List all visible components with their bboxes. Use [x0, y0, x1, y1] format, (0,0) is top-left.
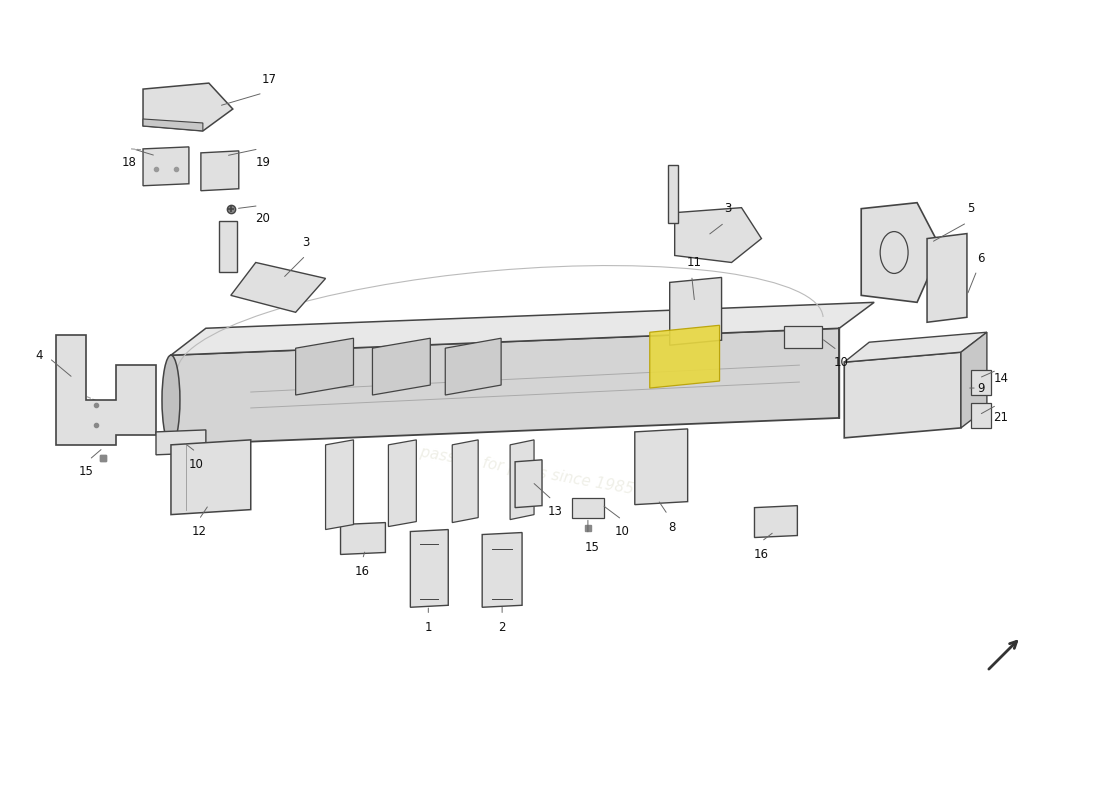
- Text: 8: 8: [668, 521, 675, 534]
- Text: 16: 16: [355, 565, 370, 578]
- Polygon shape: [410, 530, 449, 607]
- Bar: [971, 370, 991, 395]
- Polygon shape: [341, 522, 385, 554]
- Polygon shape: [388, 440, 416, 526]
- Polygon shape: [861, 202, 940, 302]
- Text: euro: euro: [287, 346, 473, 414]
- Bar: [219, 221, 236, 273]
- Polygon shape: [635, 429, 688, 505]
- Polygon shape: [755, 506, 797, 538]
- Polygon shape: [143, 147, 189, 186]
- Ellipse shape: [162, 355, 180, 445]
- Text: 15: 15: [584, 541, 600, 554]
- Polygon shape: [446, 338, 502, 395]
- Polygon shape: [510, 440, 534, 519]
- Text: 14: 14: [993, 371, 1009, 385]
- Polygon shape: [170, 302, 874, 355]
- Text: 3: 3: [301, 236, 309, 249]
- Text: 10: 10: [615, 525, 629, 538]
- Text: 21: 21: [993, 411, 1009, 425]
- Text: 2: 2: [498, 621, 506, 634]
- Text: 18: 18: [122, 156, 136, 170]
- Polygon shape: [961, 332, 987, 428]
- Text: 5: 5: [967, 202, 975, 215]
- Text: 10: 10: [188, 458, 204, 471]
- Polygon shape: [143, 83, 233, 131]
- Polygon shape: [326, 440, 353, 530]
- Polygon shape: [515, 460, 542, 508]
- Text: 20: 20: [255, 212, 271, 225]
- Polygon shape: [143, 119, 202, 131]
- Polygon shape: [156, 430, 206, 455]
- Text: 9: 9: [977, 382, 985, 394]
- Text: 17: 17: [261, 73, 276, 86]
- Text: SPARES: SPARES: [542, 349, 817, 411]
- Polygon shape: [670, 278, 722, 345]
- Text: 15: 15: [79, 466, 94, 478]
- Bar: [784, 326, 823, 348]
- Text: 6: 6: [977, 252, 985, 265]
- Text: 10: 10: [834, 356, 849, 369]
- Text: 3: 3: [724, 202, 732, 215]
- Polygon shape: [373, 338, 430, 395]
- Bar: [668, 165, 678, 222]
- Polygon shape: [845, 332, 987, 362]
- Text: 16: 16: [754, 548, 769, 561]
- Polygon shape: [170, 440, 251, 514]
- Bar: [572, 498, 604, 518]
- Polygon shape: [231, 262, 326, 312]
- Text: 1: 1: [425, 621, 432, 634]
- Polygon shape: [296, 338, 353, 395]
- Polygon shape: [927, 234, 967, 322]
- Polygon shape: [650, 326, 719, 388]
- Text: 12: 12: [191, 525, 207, 538]
- Polygon shape: [482, 533, 522, 607]
- Polygon shape: [674, 208, 761, 262]
- Polygon shape: [56, 335, 156, 445]
- Polygon shape: [201, 151, 239, 190]
- Polygon shape: [452, 440, 478, 522]
- Polygon shape: [170, 328, 839, 445]
- Text: 13: 13: [548, 505, 562, 518]
- Text: 4: 4: [35, 349, 43, 362]
- Bar: [971, 403, 991, 428]
- Text: 11: 11: [688, 256, 702, 269]
- Polygon shape: [845, 352, 961, 438]
- Text: 19: 19: [255, 156, 271, 170]
- Text: a passion for parts since 1985: a passion for parts since 1985: [405, 442, 635, 497]
